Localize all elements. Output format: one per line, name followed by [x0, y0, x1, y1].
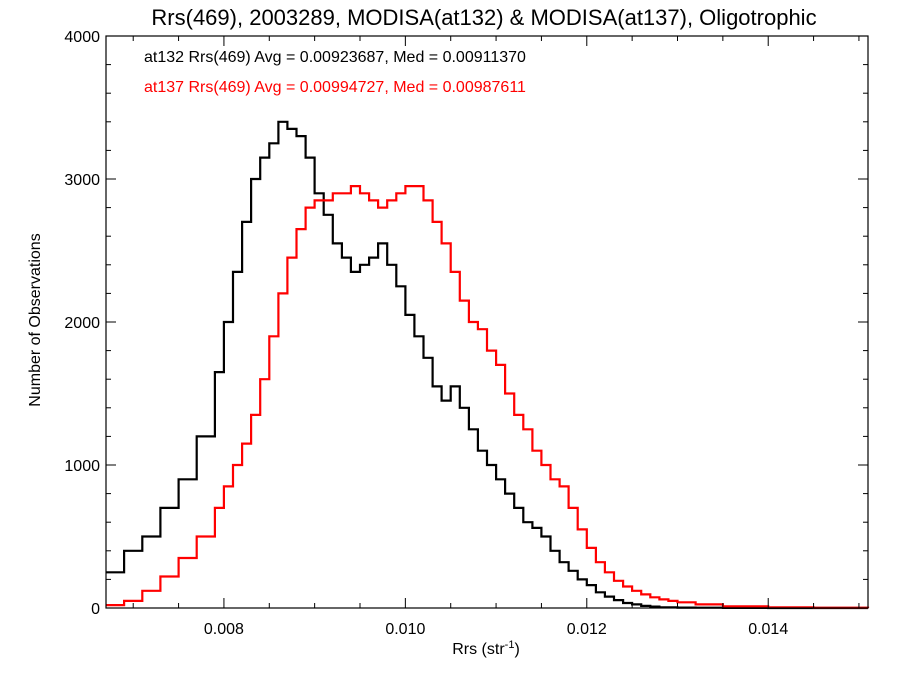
ticks-layer: 0.008 0.010 0.012 0.014 0 1000 2000 3000 4000 — [64, 29, 868, 638]
series-layer — [106, 120, 870, 610]
chart-title: Rrs(469), 2003289, MODISA(at132) & MODIS… — [151, 5, 816, 30]
series-line-at137 — [106, 185, 870, 609]
x-tick-label: 0.010 — [385, 621, 425, 638]
legend-entry-at137: at137 Rrs(469) Avg = 0.00994727, Med = 0… — [144, 79, 526, 96]
y-axis-label: Number of Observations — [27, 233, 44, 406]
plot-frame — [105, 35, 869, 609]
x-tick-label: 0.012 — [567, 621, 607, 638]
y-tick-label: 2000 — [64, 315, 100, 332]
y-tick-label: 1000 — [64, 458, 100, 475]
y-tick-label: 4000 — [64, 29, 100, 46]
x-tick-label: 0.014 — [748, 621, 788, 638]
y-tick-label: 3000 — [64, 172, 100, 189]
series-line-at132 — [106, 120, 868, 610]
y-tick-label: 0 — [91, 601, 100, 618]
legend: at132 Rrs(469) Avg = 0.00923687, Med = 0… — [144, 49, 526, 96]
legend-entry-at132: at132 Rrs(469) Avg = 0.00923687, Med = 0… — [144, 49, 526, 66]
x-tick-label: 0.008 — [204, 621, 244, 638]
x-axis-label: Rrs (str-1) — [452, 639, 520, 658]
